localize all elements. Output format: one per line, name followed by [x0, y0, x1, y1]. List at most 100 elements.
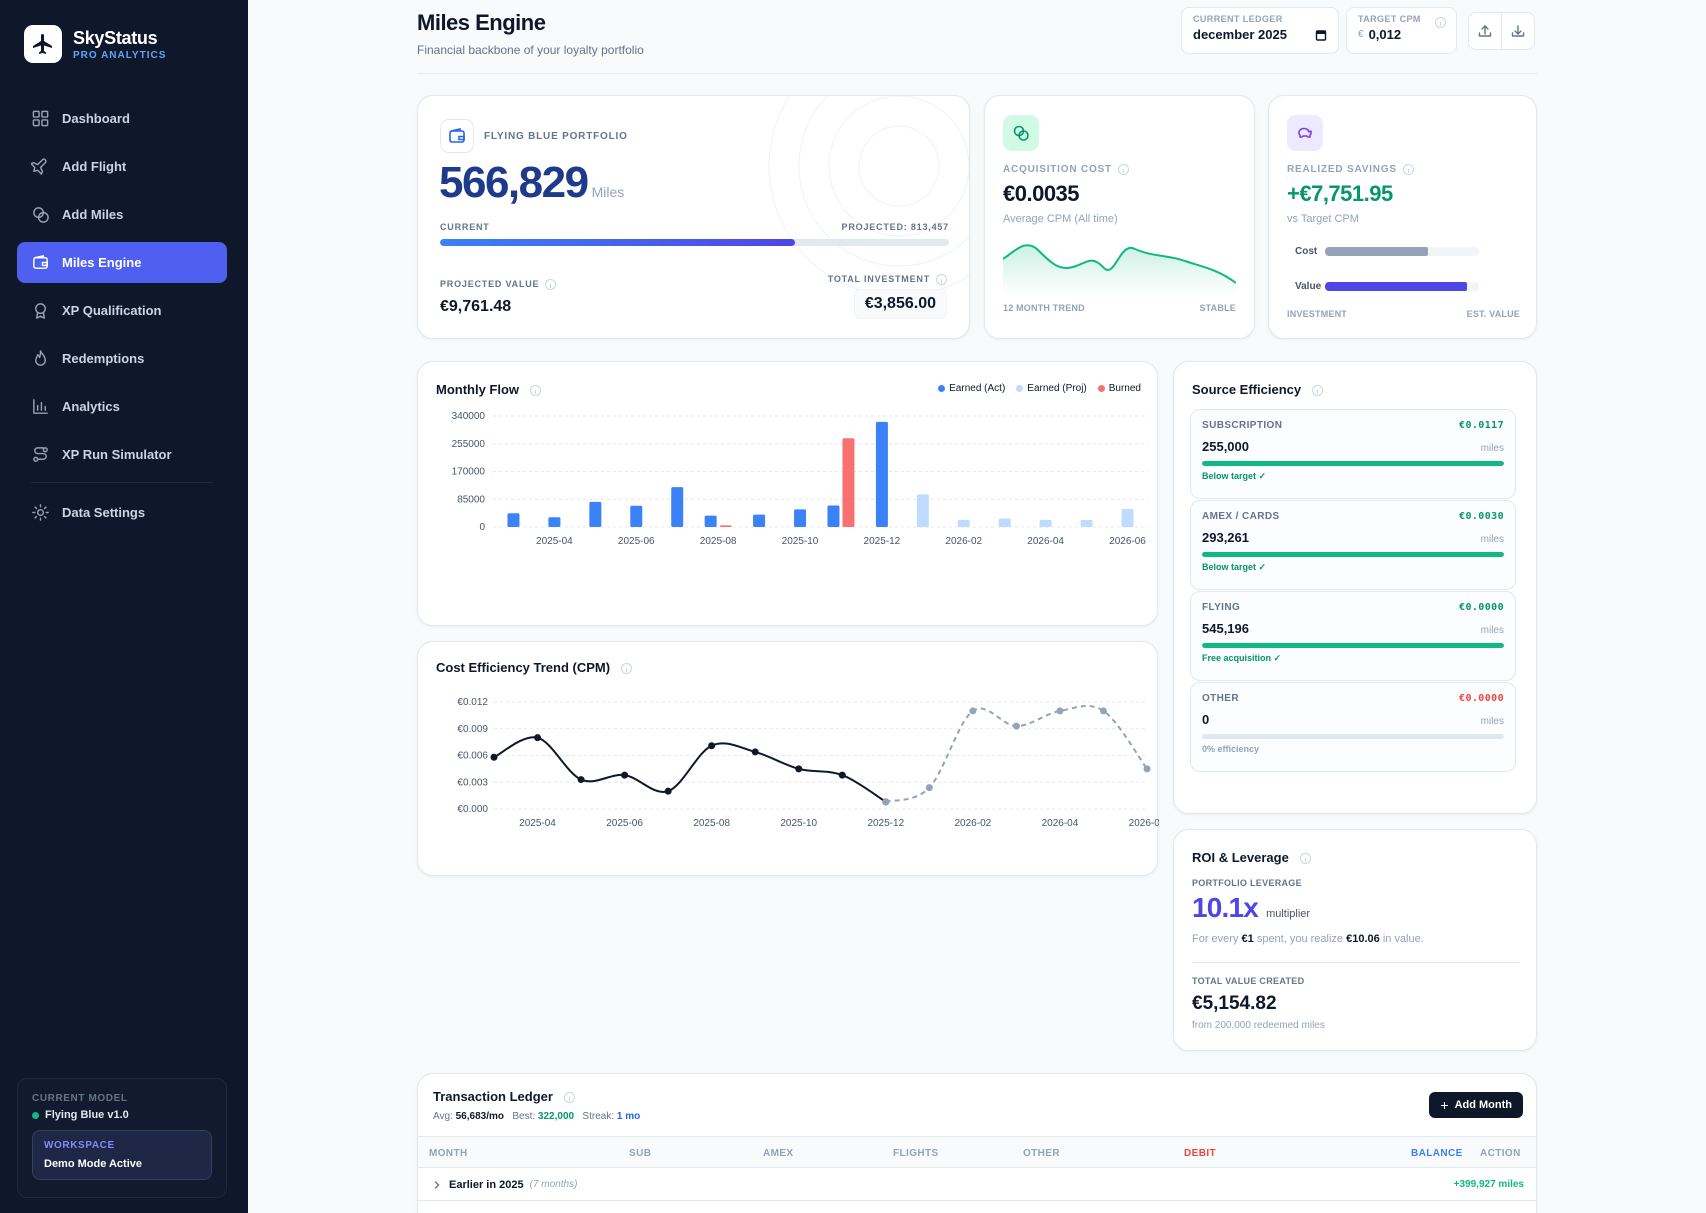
bar-earned-act-[interactable]	[794, 509, 807, 527]
sidebar-item-miles-engine[interactable]: Miles Engine	[17, 242, 227, 283]
bar-earned-act-[interactable]	[589, 501, 602, 527]
cpm-point-projected[interactable]	[882, 798, 890, 806]
bar-earned-act-[interactable]	[548, 517, 561, 527]
source-item-other[interactable]: OTHER €0.0000 0 miles 0% efficiency	[1190, 682, 1516, 772]
cpm-point-actual[interactable]	[838, 771, 846, 779]
sidebar-item-add-miles[interactable]: Add Miles	[17, 194, 227, 235]
sidebar-item-dashboard[interactable]: Dashboard	[17, 98, 227, 139]
group-total: +399,927 miles	[1453, 1179, 1524, 1190]
sidebar-item-redemptions[interactable]: Redemptions	[17, 338, 227, 379]
cpm-point-projected[interactable]	[1099, 707, 1107, 715]
bar-burned[interactable]	[719, 525, 732, 527]
cpm-point-actual[interactable]	[490, 753, 498, 761]
target-cpm-value[interactable]: 0,012	[1368, 27, 1402, 42]
legend-earned-proj[interactable]: Earned (Proj)	[1016, 383, 1087, 394]
workspace-box[interactable]: WORKSPACE Demo Mode Active	[32, 1130, 212, 1180]
col-flights[interactable]: FLIGHTS	[893, 1148, 939, 1159]
acquisition-cost-card: ACQUISITION COST €0.0035 Average CPM (Al…	[984, 95, 1255, 339]
info-icon[interactable]	[545, 279, 557, 291]
investment-label: INVESTMENT	[1287, 309, 1348, 319]
col-other[interactable]: OTHER	[1023, 1148, 1060, 1159]
projected-label: PROJECTED: 813,457	[841, 222, 949, 232]
bar-earned-proj-[interactable]	[1080, 519, 1093, 527]
cpm-point-actual[interactable]	[795, 765, 803, 773]
x-tick-label: 2025-06	[618, 536, 655, 547]
bar-earned-act-[interactable]	[753, 514, 766, 527]
cpm-line-projected	[885, 705, 1148, 803]
sidebar-item-xp-run-simulator[interactable]: XP Run Simulator	[17, 434, 227, 475]
chevron-right-icon[interactable]	[432, 1180, 442, 1190]
source-item-subscription[interactable]: SUBSCRIPTION €0.0117 255,000 miles Below tar…	[1190, 409, 1516, 499]
info-icon[interactable]	[563, 1092, 575, 1104]
cpm-point-projected[interactable]	[1056, 707, 1064, 715]
info-icon[interactable]	[530, 385, 542, 397]
bar-earned-act-[interactable]	[827, 505, 840, 527]
info-icon[interactable]	[1299, 853, 1311, 865]
col-month[interactable]: MONTH	[429, 1148, 468, 1159]
cpm-point-projected[interactable]	[925, 784, 933, 792]
calendar-icon[interactable]	[1315, 29, 1327, 41]
wallet-icon	[33, 255, 48, 269]
info-icon[interactable]	[936, 274, 947, 286]
model-caption: CURRENT MODEL	[32, 1093, 128, 1104]
col-amex[interactable]: AMEX	[763, 1148, 794, 1159]
cpm-point-actual[interactable]	[621, 771, 629, 779]
bar-earned-act-[interactable]	[875, 421, 888, 527]
source-progress-bar	[1202, 643, 1504, 648]
cpm-point-actual[interactable]	[534, 734, 542, 742]
bar-earned-proj-[interactable]	[1039, 519, 1052, 527]
ledger-group-row[interactable]: Earlier in 2025 (7 months) +399,927 mile…	[418, 1169, 1536, 1201]
info-icon[interactable]	[1402, 164, 1414, 175]
info-icon[interactable]	[1435, 17, 1446, 28]
cpm-point-actual[interactable]	[751, 748, 759, 756]
col-debit[interactable]: DEBIT	[1184, 1148, 1216, 1159]
brand-subtitle: PRO ANALYTICS	[73, 49, 167, 61]
model-name: Flying Blue v1.0	[45, 1109, 129, 1121]
col-balance[interactable]: BALANCE	[1411, 1148, 1463, 1159]
sidebar-item-add-flight[interactable]: Add Flight	[17, 146, 227, 187]
cpm-point-projected[interactable]	[969, 707, 977, 715]
trend-sparkline	[1003, 244, 1236, 295]
bar-earned-proj-[interactable]	[916, 494, 929, 527]
bar-earned-act-[interactable]	[630, 505, 643, 527]
cpm-point-projected[interactable]	[1143, 765, 1151, 773]
legend-earned-act[interactable]: Earned (Act)	[938, 383, 1005, 394]
source-item-amex-cards[interactable]: AMEX / CARDS €0.0030 293,261 miles Below tar…	[1190, 500, 1516, 590]
projected-value-label: PROJECTED VALUE	[440, 279, 540, 289]
brand[interactable]: SkyStatus PRO ANALYTICS	[24, 25, 166, 63]
cost-bar-fill	[1325, 247, 1429, 256]
download-button[interactable]	[1501, 12, 1535, 50]
target-cpm-field[interactable]: TARGET CPM €0,012	[1346, 7, 1457, 54]
bar-burned[interactable]	[842, 438, 855, 527]
sidebar-item-data-settings[interactable]: Data Settings	[17, 492, 227, 533]
bar-earned-proj-[interactable]	[957, 519, 970, 527]
bar-earned-proj-[interactable]	[998, 518, 1011, 527]
cpm-point-actual[interactable]	[664, 787, 672, 795]
bar-earned-proj-[interactable]	[1121, 509, 1134, 527]
realized-savings-card: REALIZED SAVINGS +€7,751.95 vs Target CP…	[1268, 95, 1537, 339]
bar-earned-act-[interactable]	[704, 515, 717, 527]
bar-earned-act-[interactable]	[671, 487, 684, 527]
info-icon[interactable]	[1117, 164, 1129, 175]
y-tick-label: 0	[479, 522, 485, 533]
ledger-month-picker[interactable]: CURRENT LEDGER december 2025	[1181, 7, 1339, 54]
source-cpm: €0.0117	[1459, 420, 1504, 431]
sidebar-item-analytics[interactable]: Analytics	[17, 386, 227, 427]
cpm-point-actual[interactable]	[577, 776, 585, 784]
cpm-point-projected[interactable]	[1012, 722, 1020, 730]
source-item-flying[interactable]: FLYING €0.0000 545,196 miles Free acquisitio…	[1190, 591, 1516, 681]
workspace-value: Demo Mode Active	[44, 1158, 143, 1170]
source-note: Below target ✓	[1202, 562, 1267, 572]
cpm-point-actual[interactable]	[708, 742, 716, 750]
info-icon[interactable]	[621, 663, 633, 675]
page-header: Miles Engine Financial backbone of your …	[417, 7, 1537, 74]
col-sub[interactable]: SUB	[629, 1148, 652, 1159]
bar-earned-act-[interactable]	[507, 513, 520, 527]
add-month-button[interactable]: + Add Month	[1429, 1092, 1523, 1118]
projected-value: €9,761.48	[440, 298, 512, 316]
export-button[interactable]	[1468, 12, 1502, 50]
sidebar-item-xp-qualification[interactable]: XP Qualification	[17, 290, 227, 331]
legend-burned[interactable]: Burned	[1097, 383, 1141, 394]
col-action[interactable]: ACTION	[1480, 1148, 1521, 1159]
info-icon[interactable]	[1312, 385, 1324, 397]
